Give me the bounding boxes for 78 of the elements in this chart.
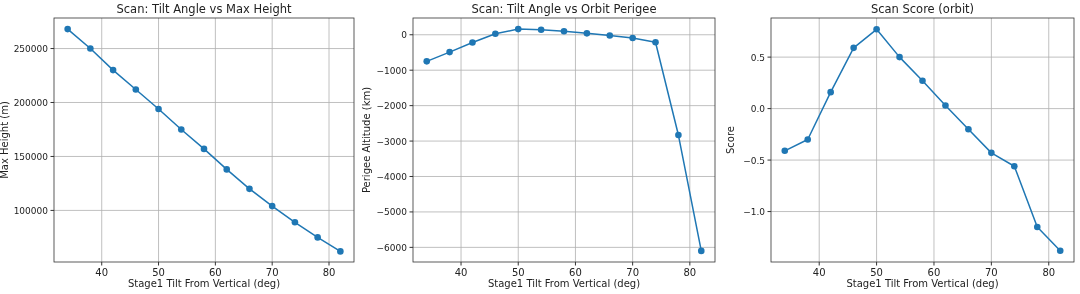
x-axis-title: Stage1 Tilt From Vertical (deg) — [127, 278, 281, 289]
point — [697, 247, 705, 255]
point — [827, 88, 834, 96]
y-tick-label: 100000 — [13, 205, 49, 216]
x-tick-label: 40 — [812, 267, 826, 278]
point — [268, 202, 276, 210]
point — [469, 39, 476, 46]
x-tick-label: 60 — [569, 267, 582, 278]
point — [919, 77, 926, 85]
point — [942, 102, 949, 109]
point — [1011, 162, 1018, 170]
chart-title: Scan: Tilt Angle vs Orbit Perigee — [471, 2, 657, 16]
point — [583, 30, 591, 37]
point — [675, 131, 682, 139]
point — [896, 53, 903, 61]
point — [1056, 247, 1064, 254]
x-tick-label: 70 — [626, 267, 639, 278]
y-axis-title: Max Height (m) — [0, 101, 10, 179]
point — [850, 44, 857, 52]
x-tick-label: 60 — [209, 267, 222, 278]
y-tick-label: −1000 — [376, 65, 408, 76]
point — [423, 58, 431, 65]
point — [223, 166, 231, 173]
x-tick-label: 40 — [454, 267, 468, 278]
x-tick-label: 50 — [152, 267, 165, 278]
y-tick-label: −3000 — [376, 136, 408, 147]
y-axis-title: Score — [724, 125, 736, 155]
y-tick-label: 200000 — [13, 98, 49, 108]
point — [514, 25, 522, 33]
point — [988, 149, 995, 157]
point — [155, 105, 162, 113]
point — [873, 26, 880, 33]
y-tick-label: −2000 — [376, 101, 408, 112]
y-tick-label: 0 — [401, 30, 408, 41]
x-tick-label: 80 — [683, 267, 697, 278]
y-tick-label: −5000 — [376, 207, 408, 218]
y-tick-label: 0.0 — [750, 104, 766, 115]
point — [629, 34, 636, 42]
point — [314, 234, 321, 241]
point — [606, 32, 614, 39]
y-tick-label: −6000 — [376, 242, 408, 253]
y-tick-label: −0.5 — [743, 155, 765, 166]
y-tick-label: 250000 — [13, 44, 49, 55]
point — [177, 126, 185, 133]
point — [132, 86, 140, 93]
x-tick-label: 50 — [511, 267, 525, 278]
y-tick-label: −1.0 — [743, 207, 766, 218]
point — [1033, 223, 1041, 231]
point — [291, 218, 299, 226]
point — [560, 27, 568, 35]
x-tick-label: 70 — [985, 267, 998, 278]
x-axis-title: Stage1 Tilt From Vertical (deg) — [846, 278, 999, 289]
y-tick-label: −4000 — [376, 172, 408, 182]
point — [537, 26, 545, 34]
x-axis-title: Stage1 Tilt From Vertical (deg) — [487, 278, 641, 289]
point — [337, 248, 344, 255]
x-tick-label: 60 — [927, 267, 941, 278]
x-tick-label: 50 — [870, 267, 883, 278]
x-tick-label: 70 — [265, 267, 279, 278]
point — [246, 185, 253, 193]
point — [109, 66, 117, 74]
y-tick-label: 150000 — [13, 151, 49, 162]
chart-title: Scan: Tilt Angle vs Max Height — [116, 2, 292, 16]
chart-title: Scan Score (orbit) — [870, 2, 975, 16]
point — [965, 125, 972, 133]
x-tick-label: 80 — [1042, 267, 1056, 278]
x-tick-label: 40 — [95, 267, 109, 278]
point — [446, 48, 453, 56]
x-tick-label: 80 — [322, 267, 336, 278]
point — [87, 45, 94, 52]
point — [200, 145, 208, 153]
y-tick-label: 0.5 — [750, 52, 765, 63]
point — [781, 147, 789, 155]
point — [652, 38, 659, 46]
point — [64, 25, 71, 33]
point — [492, 30, 499, 37]
y-axis-title: Perigee Altitude (km) — [361, 86, 372, 194]
point — [804, 136, 812, 143]
